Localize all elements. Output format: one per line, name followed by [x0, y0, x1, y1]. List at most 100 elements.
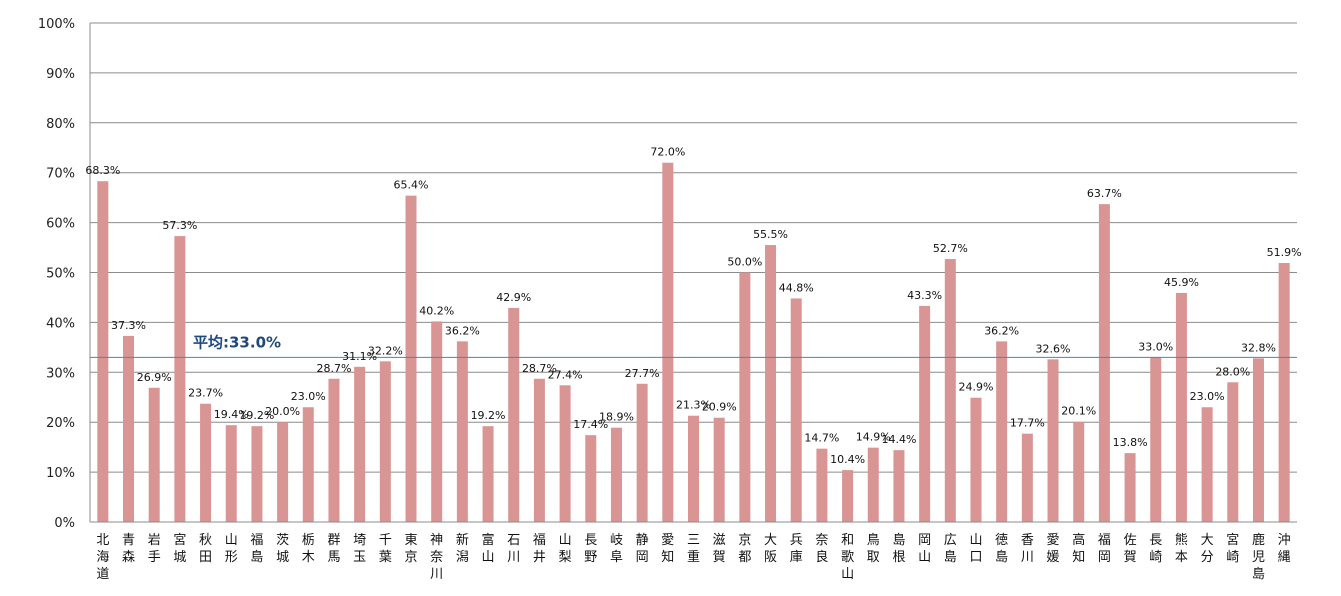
- data-label: 50.0%: [727, 256, 762, 269]
- x-tick-label: 北海道: [96, 533, 109, 582]
- bar: [1098, 204, 1110, 522]
- data-label: 72.0%: [650, 146, 685, 159]
- data-label: 32.2%: [368, 344, 403, 357]
- bar: [919, 305, 931, 522]
- data-label: 68.3%: [85, 164, 120, 177]
- bar: [893, 450, 905, 522]
- x-tick-label: 大阪: [764, 533, 777, 565]
- bar: [1175, 292, 1187, 522]
- data-label: 57.3%: [162, 219, 197, 232]
- x-tick-label: 岩手: [148, 533, 161, 565]
- bar: [1124, 453, 1136, 522]
- data-label: 51.9%: [1267, 246, 1302, 259]
- x-tick-label: 沖縄: [1278, 533, 1291, 565]
- y-tick-label: 70%: [46, 167, 75, 182]
- bar: [302, 407, 314, 522]
- x-tick-label: 静岡: [636, 533, 649, 565]
- data-label: 31.1%: [342, 350, 377, 363]
- bar: [842, 470, 854, 522]
- x-tick-label: 大分: [1201, 533, 1214, 565]
- bar: [277, 422, 289, 522]
- x-tick-label: 徳島: [995, 533, 1008, 565]
- data-label: 52.7%: [933, 242, 968, 255]
- data-label: 19.2%: [239, 409, 274, 422]
- y-axis-tick-labels: 0% 10% 20% 30% 40% 50% 60% 70% 80% 90% 100%: [38, 17, 75, 531]
- x-tick-label: 東京: [405, 532, 418, 565]
- bar: [662, 162, 674, 522]
- bar: [123, 335, 135, 522]
- x-tick-label: 宮城: [173, 532, 186, 565]
- data-label: 44.8%: [779, 281, 814, 294]
- data-label: 14.9%: [856, 431, 891, 444]
- bar: [148, 387, 160, 522]
- data-label: 20.0%: [265, 405, 300, 418]
- bar: [636, 383, 648, 522]
- bar: [713, 417, 725, 522]
- data-label: 28.7%: [522, 362, 557, 375]
- y-tick-label: 60%: [46, 217, 75, 232]
- x-tick-label: 島根: [892, 533, 905, 565]
- y-tick-label: 30%: [46, 366, 75, 381]
- data-label: 14.4%: [881, 433, 916, 446]
- data-label: 36.2%: [445, 324, 480, 337]
- data-label: 26.9%: [137, 371, 172, 384]
- x-tick-label: 広島: [944, 533, 957, 565]
- x-tick-label: 神奈川: [430, 533, 443, 582]
- bar: [431, 321, 443, 522]
- y-tick-label: 40%: [46, 316, 75, 331]
- data-label: 32.6%: [1036, 342, 1071, 355]
- bar: [765, 245, 777, 522]
- bars: [97, 162, 1290, 523]
- data-label: 40.2%: [419, 304, 454, 317]
- x-tick-label: 岐阜: [610, 533, 623, 565]
- x-axis-tick-labels: 北海道青森岩手宮城秋田山形福島茨城栃木群馬埼玉千葉東京神奈川新潟富山石川福井山梨…: [90, 521, 1297, 582]
- data-label: 19.2%: [471, 409, 506, 422]
- x-tick-label: 京都: [738, 533, 751, 565]
- y-tick-label: 20%: [46, 416, 75, 431]
- data-labels: 68.3%37.3%26.9%57.3%23.7%19.4%19.2%20.0%…: [85, 146, 1301, 466]
- data-label: 23.0%: [1190, 390, 1225, 403]
- bar: [585, 435, 597, 522]
- x-tick-label: 滋賀: [713, 533, 726, 565]
- x-tick-label: 愛媛: [1047, 533, 1060, 565]
- bar: [174, 236, 186, 522]
- x-tick-label: 高知: [1072, 532, 1085, 565]
- x-tick-label: 山口: [969, 533, 982, 565]
- y-tick-label: 80%: [46, 117, 75, 132]
- data-label: 42.9%: [496, 291, 531, 304]
- bar: [944, 259, 956, 522]
- bar: [405, 195, 417, 523]
- bar: [533, 378, 545, 522]
- x-tick-label: 奈良: [815, 533, 828, 565]
- x-tick-label: 石川: [507, 533, 520, 565]
- data-label: 43.3%: [907, 289, 942, 302]
- bar: [790, 298, 802, 522]
- data-label: 24.9%: [959, 381, 994, 394]
- bar: [816, 448, 828, 522]
- data-label: 13.8%: [1113, 436, 1148, 449]
- data-label: 17.4%: [573, 418, 608, 431]
- bar: [508, 307, 520, 522]
- data-label: 17.7%: [1010, 417, 1045, 430]
- y-tick-label: 0%: [54, 516, 75, 531]
- data-label: 28.0%: [1215, 365, 1250, 378]
- bar: [1252, 358, 1264, 522]
- x-tick-label: 長崎: [1149, 533, 1162, 565]
- bar: [610, 427, 622, 522]
- x-tick-label: 和歌山: [841, 533, 854, 582]
- data-label: 28.7%: [316, 362, 351, 375]
- bar: [996, 341, 1008, 522]
- bar: [354, 366, 366, 522]
- bar: [328, 378, 340, 522]
- data-label: 55.5%: [753, 228, 788, 241]
- y-tick-label: 90%: [46, 67, 75, 82]
- bar: [1201, 407, 1213, 522]
- x-tick-label: 千葉: [379, 533, 392, 565]
- data-label: 20.1%: [1061, 405, 1096, 418]
- data-label: 36.2%: [984, 324, 1019, 337]
- x-tick-label: 埼玉: [353, 533, 366, 565]
- data-label: 20.9%: [702, 401, 737, 414]
- x-tick-label: 青森: [122, 533, 135, 565]
- x-tick-label: 福井: [533, 533, 546, 565]
